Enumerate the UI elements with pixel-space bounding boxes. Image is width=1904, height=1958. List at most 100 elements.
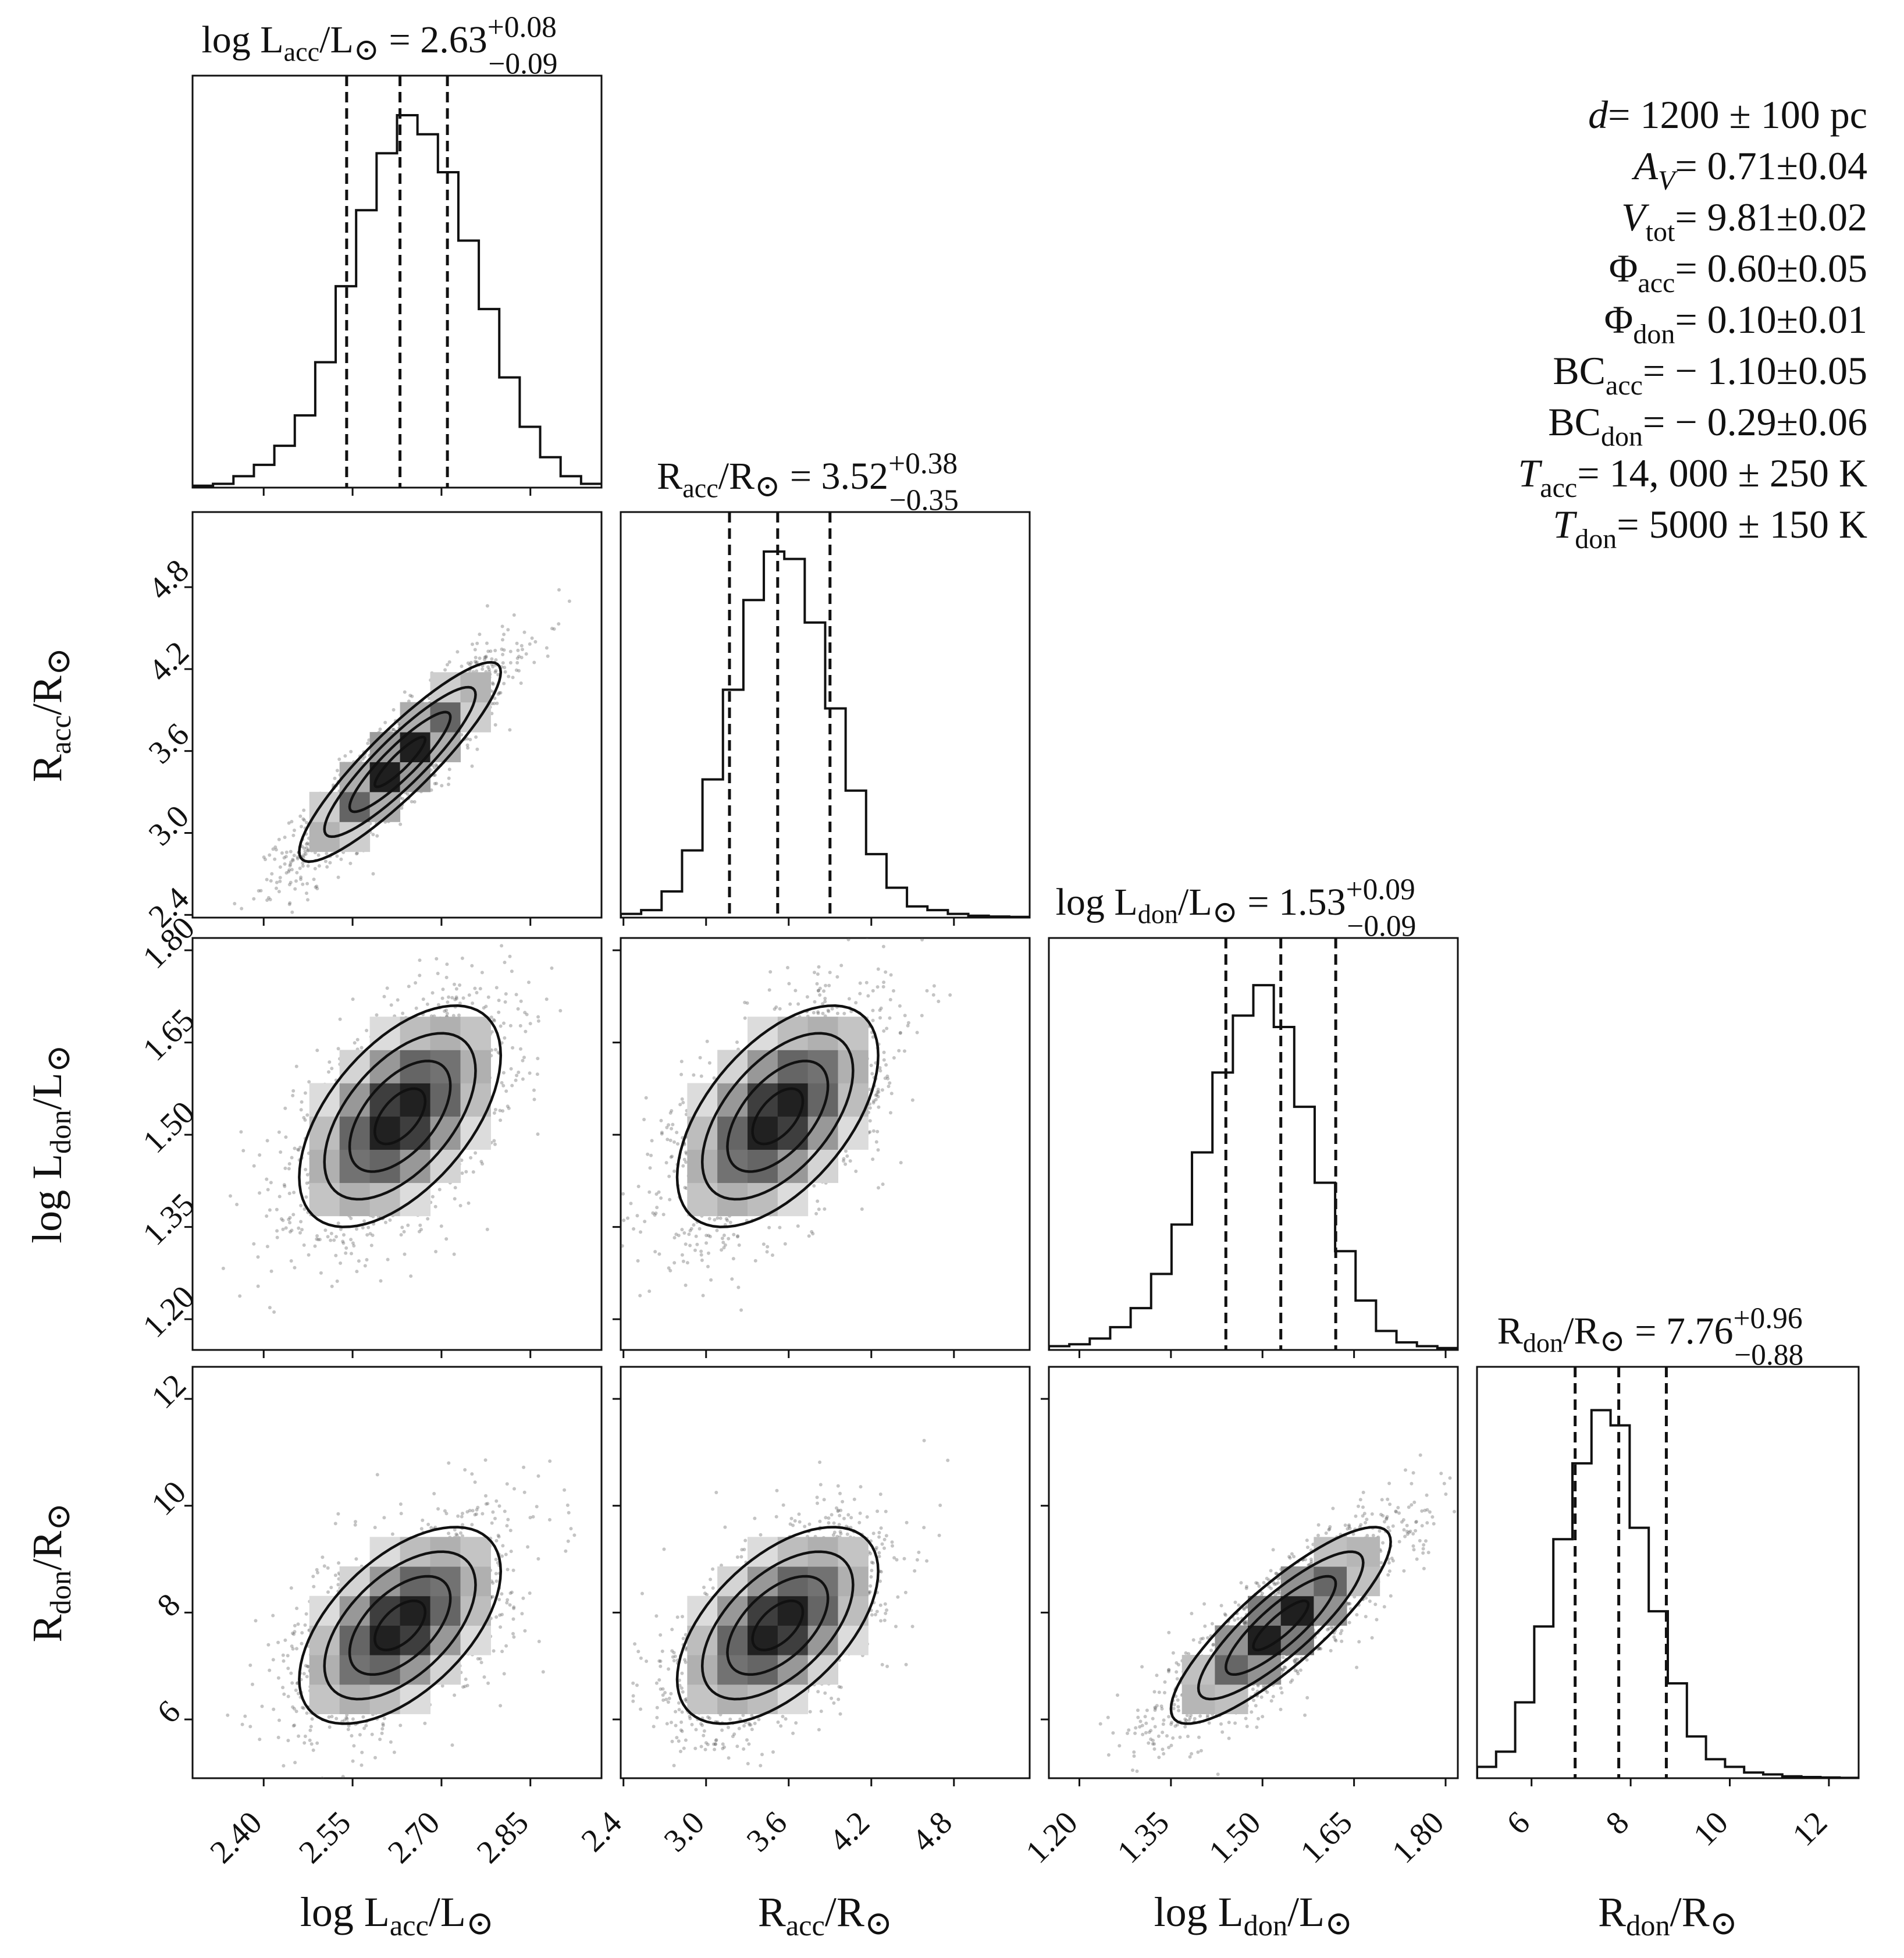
sample-point bbox=[326, 1235, 330, 1239]
sample-point bbox=[876, 1095, 880, 1099]
sample-point bbox=[362, 1219, 366, 1223]
sample-point bbox=[332, 1238, 336, 1242]
sample-point bbox=[827, 1010, 831, 1014]
sample-point bbox=[493, 670, 497, 674]
sample-point bbox=[458, 1001, 462, 1005]
sample-point bbox=[305, 846, 309, 850]
sample-point bbox=[508, 649, 513, 653]
sample-point bbox=[713, 1218, 717, 1222]
sample-point bbox=[447, 767, 451, 772]
sample-point bbox=[262, 855, 266, 859]
sample-point bbox=[475, 641, 479, 645]
sample-point bbox=[660, 1132, 664, 1136]
sample-point bbox=[474, 735, 478, 739]
sample-point bbox=[494, 986, 499, 990]
sample-point bbox=[371, 833, 375, 837]
sample-point bbox=[653, 1250, 657, 1254]
contour-2sigma bbox=[298, 1004, 503, 1228]
sample-point bbox=[550, 966, 554, 970]
sample-point bbox=[876, 967, 880, 971]
sample-point bbox=[392, 708, 396, 712]
sample-point bbox=[282, 1183, 286, 1187]
sample-point bbox=[878, 1069, 882, 1073]
sample-point bbox=[522, 630, 526, 634]
sample-point bbox=[787, 982, 791, 986]
sample-point bbox=[436, 1003, 440, 1007]
sample-point bbox=[365, 1029, 369, 1032]
title-logLacc-eq: = 2.63 bbox=[379, 19, 487, 61]
sample-point bbox=[494, 669, 498, 673]
sample-point bbox=[519, 999, 523, 1003]
sample-point bbox=[557, 588, 561, 592]
panel-content bbox=[621, 938, 952, 1312]
sample-point bbox=[446, 663, 449, 667]
sample-point bbox=[492, 1111, 496, 1115]
sample-point bbox=[475, 669, 479, 673]
sample-point bbox=[528, 1071, 532, 1075]
sample-point bbox=[299, 1203, 303, 1207]
sample-point bbox=[621, 1192, 625, 1196]
sample-point bbox=[384, 1220, 387, 1224]
sample-point bbox=[301, 864, 305, 868]
sample-point bbox=[382, 994, 386, 998]
sample-point bbox=[238, 1294, 242, 1298]
sample-point bbox=[434, 1250, 438, 1253]
panel-content bbox=[621, 512, 1030, 918]
sample-point bbox=[297, 1226, 301, 1230]
sample-point bbox=[503, 1000, 507, 1004]
contour-1sigma bbox=[348, 1060, 452, 1173]
title-logLacc-sub: acc bbox=[284, 37, 320, 67]
sample-point bbox=[813, 971, 816, 975]
sample-point bbox=[503, 961, 507, 964]
sample-point bbox=[796, 1224, 800, 1228]
sample-point bbox=[257, 889, 261, 893]
sample-point bbox=[654, 1211, 658, 1215]
sample-point bbox=[500, 624, 504, 628]
sample-point bbox=[292, 854, 296, 858]
sample-point bbox=[668, 1197, 672, 1202]
sample-point bbox=[287, 1162, 291, 1166]
sample-point bbox=[307, 848, 311, 852]
sample-point bbox=[621, 1244, 624, 1248]
sample-point bbox=[470, 964, 474, 968]
sample-point bbox=[473, 648, 477, 652]
sample-point bbox=[280, 851, 284, 855]
sample-point bbox=[678, 1103, 682, 1107]
sample-point bbox=[335, 1279, 339, 1283]
sample-point bbox=[405, 792, 410, 796]
sample-point bbox=[409, 1274, 413, 1278]
sample-point bbox=[508, 728, 512, 732]
sample-point bbox=[490, 657, 494, 661]
sample-point bbox=[291, 1213, 296, 1217]
sample-point bbox=[440, 996, 444, 1000]
sample-point bbox=[491, 664, 495, 669]
panel-Racc-vs-logLacc: 2.43.03.64.24.8 bbox=[142, 511, 603, 934]
sample-point bbox=[519, 681, 523, 685]
sample-point bbox=[868, 1119, 872, 1123]
sample-point bbox=[474, 1151, 478, 1155]
sample-point bbox=[484, 1004, 488, 1008]
sample-point bbox=[304, 852, 308, 856]
sample-point bbox=[440, 784, 444, 788]
sample-point bbox=[293, 887, 297, 891]
sample-point bbox=[823, 1207, 827, 1211]
sample-point bbox=[400, 806, 404, 810]
sample-point bbox=[866, 994, 870, 998]
sample-point bbox=[638, 1294, 642, 1298]
sample-point bbox=[503, 670, 507, 674]
sample-point bbox=[447, 660, 451, 664]
sample-point bbox=[465, 743, 469, 747]
sample-point bbox=[877, 1186, 880, 1190]
sample-point bbox=[501, 1083, 506, 1088]
sample-point bbox=[414, 1006, 418, 1010]
sample-point bbox=[494, 1048, 497, 1051]
sample-point bbox=[453, 1197, 457, 1201]
sample-point bbox=[715, 1228, 719, 1232]
sample-point bbox=[305, 891, 308, 896]
sample-point bbox=[351, 997, 355, 1001]
sample-point bbox=[444, 1237, 449, 1241]
sample-point bbox=[720, 1248, 724, 1252]
sample-point bbox=[826, 1008, 830, 1012]
sample-point bbox=[391, 727, 395, 731]
sample-point bbox=[684, 1283, 688, 1287]
